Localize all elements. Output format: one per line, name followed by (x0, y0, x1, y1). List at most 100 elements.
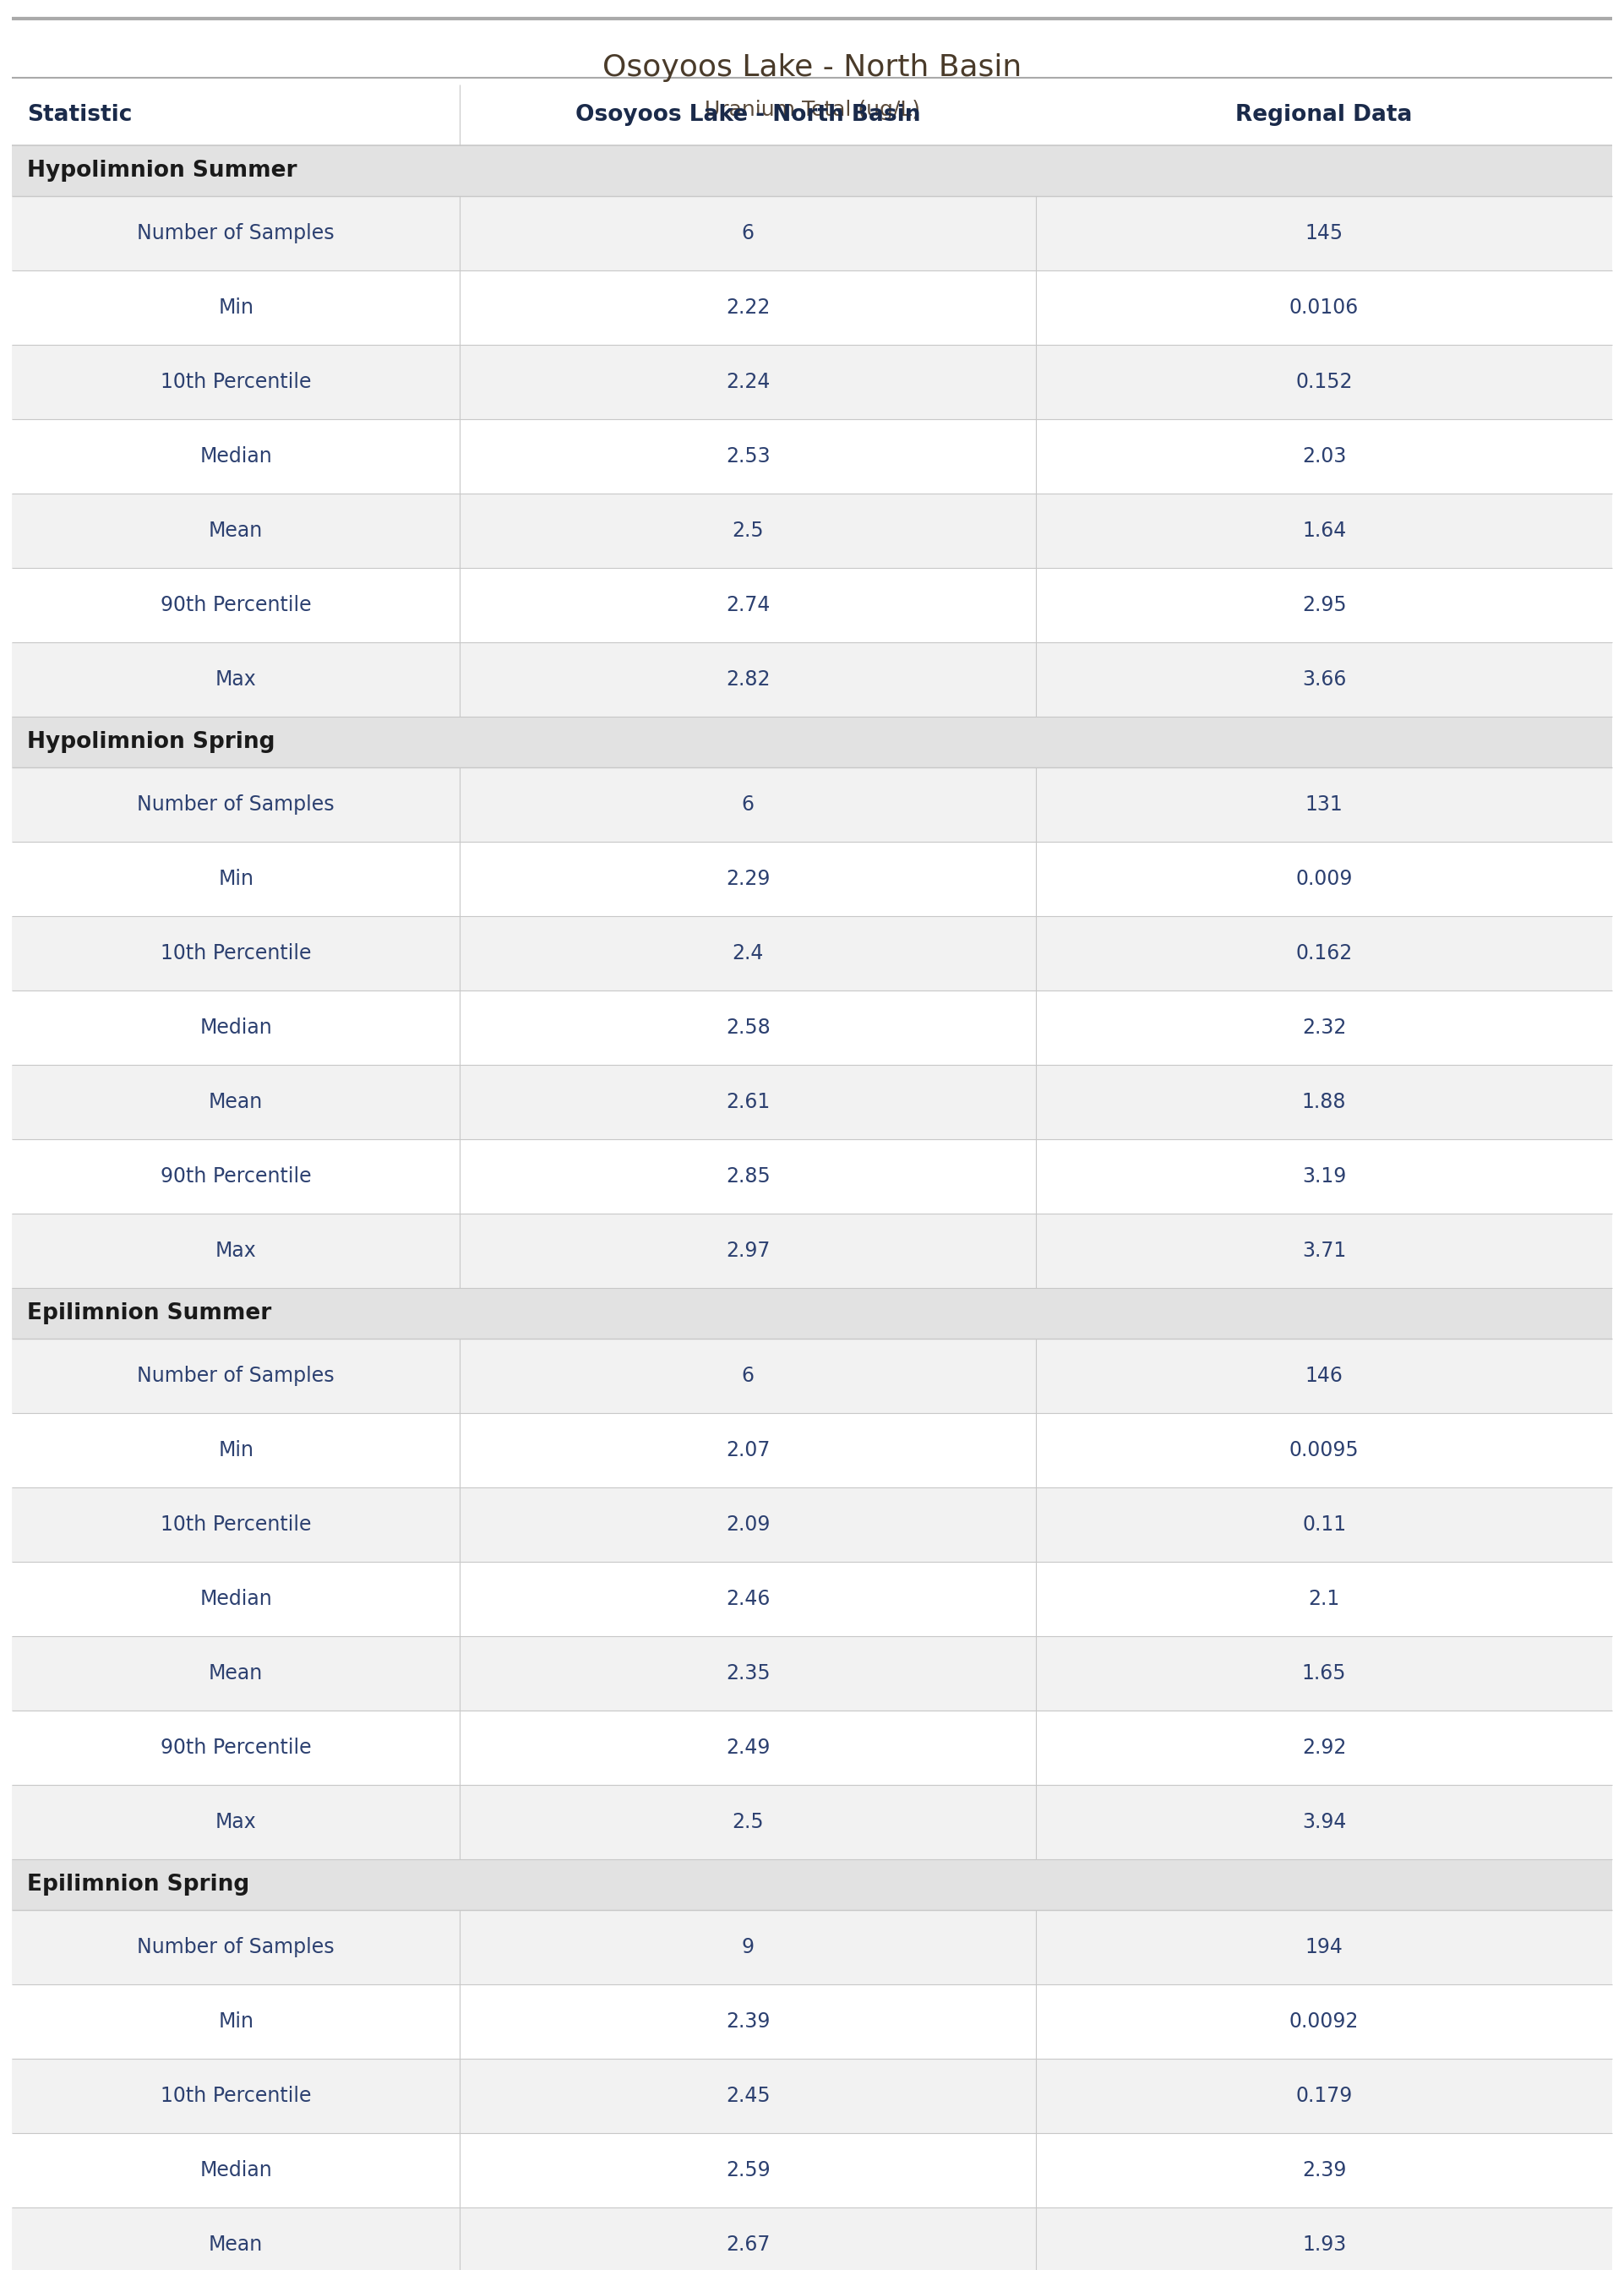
Text: Epilimnion Spring: Epilimnion Spring (28, 1873, 250, 1895)
Text: Min: Min (218, 2011, 253, 2032)
Text: 2.82: 2.82 (726, 670, 770, 690)
Bar (11, 493, 1613, 568)
Text: 2.4: 2.4 (732, 942, 763, 962)
Text: Mean: Mean (209, 520, 263, 540)
Text: Number of Samples: Number of Samples (136, 1367, 335, 1387)
Text: Min: Min (218, 297, 253, 318)
Bar (11, 145, 1613, 195)
Text: 10th Percentile: 10th Percentile (161, 372, 312, 393)
Text: 90th Percentile: 90th Percentile (161, 595, 312, 615)
Bar (11, 84, 1613, 145)
Bar (11, 842, 1613, 917)
Text: Number of Samples: Number of Samples (136, 222, 335, 243)
Text: 2.22: 2.22 (726, 297, 770, 318)
Text: Number of Samples: Number of Samples (136, 794, 335, 815)
Bar (11, 1712, 1613, 1784)
Text: 6: 6 (742, 1367, 754, 1387)
Bar (11, 195, 1613, 270)
Text: 2.03: 2.03 (1302, 447, 1346, 468)
Text: Hypolimnion Summer: Hypolimnion Summer (28, 159, 297, 182)
Text: 2.58: 2.58 (726, 1017, 770, 1037)
Bar (11, 1065, 1613, 1140)
Text: 3.19: 3.19 (1302, 1167, 1346, 1187)
Text: 0.162: 0.162 (1296, 942, 1353, 962)
Bar (11, 1984, 1613, 2059)
Text: Min: Min (218, 869, 253, 890)
Text: 10th Percentile: 10th Percentile (161, 942, 312, 962)
Text: Epilimnion Summer: Epilimnion Summer (28, 1303, 271, 1323)
Bar (11, 345, 1613, 420)
Text: Hypolimnion Spring: Hypolimnion Spring (28, 731, 274, 754)
Text: Osoyoos Lake - North Basin: Osoyoos Lake - North Basin (575, 104, 921, 125)
Text: 145: 145 (1306, 222, 1343, 243)
Text: Max: Max (216, 670, 257, 690)
Text: 6: 6 (742, 222, 754, 243)
Text: 2.09: 2.09 (726, 1514, 770, 1535)
Text: 90th Percentile: 90th Percentile (161, 1737, 312, 1757)
Text: Mean: Mean (209, 1092, 263, 1112)
Text: 2.74: 2.74 (726, 595, 770, 615)
Text: Regional Data: Regional Data (1236, 104, 1413, 125)
Text: 2.39: 2.39 (1302, 2161, 1346, 2181)
Text: 2.07: 2.07 (726, 1439, 770, 1460)
Text: 0.179: 0.179 (1296, 2086, 1353, 2107)
Bar (11, 2059, 1613, 2134)
Text: Median: Median (200, 447, 273, 468)
Bar (11, 917, 1613, 990)
Text: 2.35: 2.35 (726, 1664, 770, 1684)
Text: 3.71: 3.71 (1302, 1242, 1346, 1260)
Bar (11, 1487, 1613, 1562)
Text: 3.66: 3.66 (1302, 670, 1346, 690)
Text: 0.0092: 0.0092 (1289, 2011, 1359, 2032)
Text: 6: 6 (742, 794, 754, 815)
Text: 0.11: 0.11 (1302, 1514, 1346, 1535)
Text: 0.0095: 0.0095 (1289, 1439, 1359, 1460)
Text: 2.45: 2.45 (726, 2086, 770, 2107)
Text: 2.39: 2.39 (726, 2011, 770, 2032)
Text: 2.92: 2.92 (1302, 1737, 1346, 1757)
Bar (11, 1562, 1613, 1637)
Text: 0.0106: 0.0106 (1289, 297, 1359, 318)
Bar (11, 420, 1613, 493)
Bar (11, 1412, 1613, 1487)
Text: 2.29: 2.29 (726, 869, 770, 890)
Text: Median: Median (200, 2161, 273, 2181)
Text: 1.93: 1.93 (1302, 2234, 1346, 2254)
Text: Mean: Mean (209, 2234, 263, 2254)
Text: Max: Max (216, 1811, 257, 1832)
Text: 194: 194 (1306, 1936, 1343, 1957)
Bar (11, 990, 1613, 1065)
Text: 10th Percentile: 10th Percentile (161, 1514, 312, 1535)
Text: Median: Median (200, 1589, 273, 1609)
Text: 1.64: 1.64 (1302, 520, 1346, 540)
Text: 2.49: 2.49 (726, 1737, 770, 1757)
Text: 2.1: 2.1 (1309, 1589, 1340, 1609)
Text: 2.95: 2.95 (1302, 595, 1346, 615)
Bar (11, 2206, 1613, 2270)
Text: 146: 146 (1306, 1367, 1343, 1387)
Bar (11, 1214, 1613, 1287)
Text: 2.46: 2.46 (726, 1589, 770, 1609)
Bar (11, 270, 1613, 345)
Text: 2.61: 2.61 (726, 1092, 770, 1112)
Text: Statistic: Statistic (28, 104, 132, 125)
Text: 0.152: 0.152 (1296, 372, 1353, 393)
Bar (11, 1637, 1613, 1712)
Text: 9: 9 (742, 1936, 754, 1957)
Text: Median: Median (200, 1017, 273, 1037)
Text: 3.94: 3.94 (1302, 1811, 1346, 1832)
Text: 2.85: 2.85 (726, 1167, 770, 1187)
Bar (11, 1859, 1613, 1909)
Text: 2.5: 2.5 (732, 1811, 763, 1832)
Text: 0.009: 0.009 (1296, 869, 1353, 890)
Bar (11, 1140, 1613, 1214)
Text: 90th Percentile: 90th Percentile (161, 1167, 312, 1187)
Text: Number of Samples: Number of Samples (136, 1936, 335, 1957)
Text: 2.97: 2.97 (726, 1242, 770, 1260)
Text: 2.67: 2.67 (726, 2234, 770, 2254)
Bar (11, 1339, 1613, 1412)
Bar (11, 767, 1613, 842)
Text: 2.5: 2.5 (732, 520, 763, 540)
Bar (11, 568, 1613, 642)
Bar (11, 642, 1613, 717)
